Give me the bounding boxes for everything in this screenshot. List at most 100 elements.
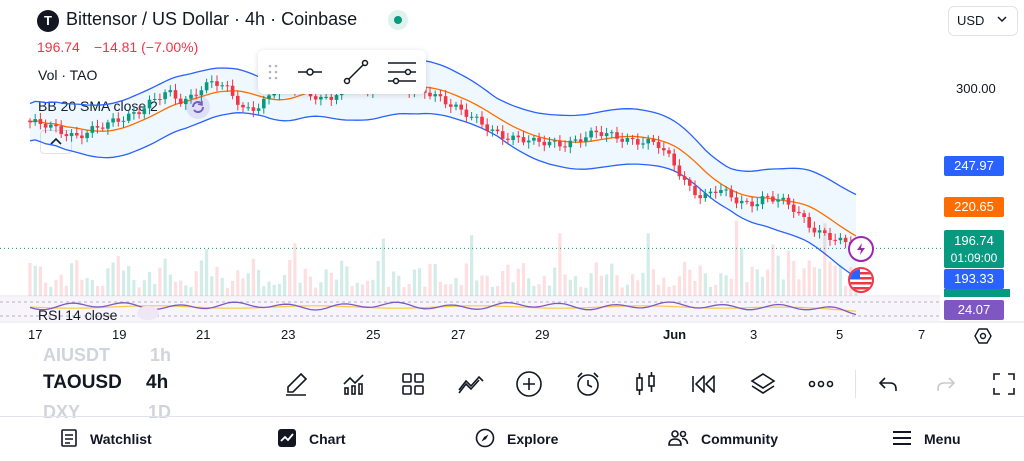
volume-bar [121,270,126,296]
lightning-event-icon[interactable] [848,236,874,262]
candle-body [59,126,63,135]
candle-body [313,96,318,100]
volume-bar [194,271,198,296]
candle-body [163,92,167,100]
brush-icon[interactable] [276,364,316,404]
bb-basis-line [29,85,857,237]
symbol-logo[interactable]: T [37,10,59,32]
layouts-icon[interactable] [393,364,433,404]
volume-bar [345,266,349,296]
nav-explore[interactable]: Explore [475,422,558,456]
candle-body [838,237,843,241]
indicators-icon[interactable] [334,364,374,404]
volume-bar [475,280,479,296]
redo-icon[interactable] [926,364,966,404]
candle-body [85,132,89,139]
symbol-prev-interval[interactable]: 1h [150,348,172,362]
menu-icon [892,430,912,449]
candle-body [651,138,656,142]
trend-line-tool-icon[interactable] [342,58,370,91]
volume-bar [418,268,422,296]
nav-chart[interactable]: Chart [277,422,346,456]
candle-body [542,141,547,146]
drag-handle-icon[interactable] [268,63,278,86]
volume-bar [272,284,276,296]
symbol-next-interval[interactable]: 1D [148,402,172,418]
symbol-current-interval[interactable]: 4h [146,372,169,393]
candle-body [194,94,198,96]
volume-bar [615,275,619,296]
settings-hexagon-icon[interactable] [974,327,992,350]
add-icon[interactable] [509,364,549,404]
candle-body [719,190,723,194]
layers-icon[interactable] [743,364,783,404]
watchlist-icon [60,428,78,451]
volume-bar [106,268,110,296]
chevron-down-icon [997,13,1007,28]
volume-bar [631,274,635,296]
volume-bar [127,266,131,296]
trend-icon[interactable] [451,364,491,404]
chart-title[interactable]: Bittensor / US Dollar · 4h · Coinbase [66,9,358,29]
currency-select[interactable]: USD [948,6,1018,36]
symbol-next[interactable]: DXY [43,402,81,418]
candle-body [823,230,827,233]
volume-bar [111,262,115,296]
rsi-line [29,301,857,316]
candle-body [64,134,69,137]
volume-bar [558,233,562,296]
rsi-legend[interactable]: RSI 14 close [38,307,118,321]
candle-body [547,141,552,146]
bollinger-legend[interactable]: BB 20 SMA close 2 [38,98,158,114]
candle-body [506,138,510,140]
candle-body [672,153,676,166]
volume-bar [688,269,692,296]
horizontal-line-tool-icon[interactable] [296,62,324,87]
volume-bar [724,275,728,296]
candle-body [262,98,266,109]
nav-community[interactable]: Community [667,422,778,456]
candle-body [656,141,661,149]
candle-body [95,126,100,128]
volume-bar [428,264,432,296]
alert-clock-icon[interactable] [568,364,608,404]
volume-bar [662,277,666,296]
volume-bar [760,276,765,296]
volume-bar [563,274,567,296]
replay-icon[interactable] [684,364,724,404]
candle-body [454,104,458,107]
volume-bar [745,282,749,296]
volume-bar [147,272,152,296]
nav-menu[interactable]: Menu [892,422,961,456]
volume-legend[interactable]: Vol · TAO [38,67,98,83]
bb-upper-line [29,57,857,196]
parallel-channel-tool-icon[interactable] [386,58,418,91]
candle-body [168,90,173,93]
fullscreen-icon[interactable] [984,364,1024,404]
candle-body [786,197,791,205]
volume-bar [812,267,816,296]
volume-bar [225,287,229,296]
symbol-picker[interactable]: AIUSDT 1h TAOUSD 4h DXY 1D [40,346,180,418]
time-axis-label: 19 [112,327,127,342]
candle-body [563,146,567,148]
candle-body [480,116,484,125]
us-flag-event-icon[interactable] [848,267,874,293]
volume-bar [464,263,468,296]
candle-body [573,139,578,141]
candle-body [111,118,115,123]
more-icon[interactable] [801,364,841,404]
candle-body [142,108,147,115]
volume-bar [672,285,676,296]
candles-icon[interactable] [626,364,666,404]
symbol-current[interactable]: TAOUSD [43,372,122,393]
undo-icon[interactable] [868,364,908,404]
volume-bar [376,260,380,296]
candle-body [589,130,593,138]
volume-bar [33,265,37,296]
symbol-prev[interactable]: AIUSDT [43,348,110,362]
candle-body [791,204,796,212]
volume-bar [314,287,318,296]
nav-watchlist[interactable]: Watchlist [60,422,152,456]
